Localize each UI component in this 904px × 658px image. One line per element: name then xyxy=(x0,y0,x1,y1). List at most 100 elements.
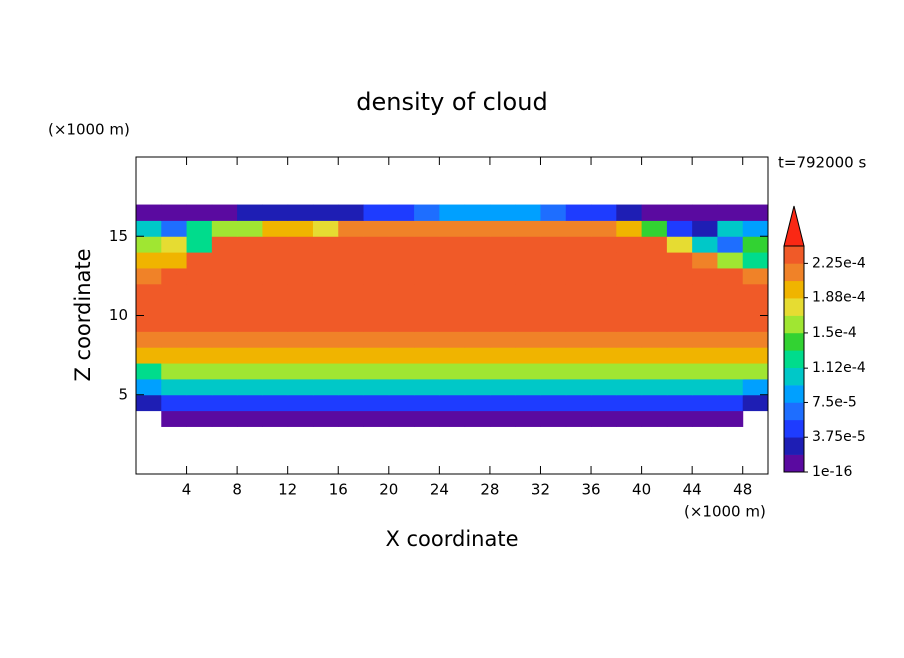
contour-cell xyxy=(439,394,466,412)
colorbar-tick-label: 2.25e-4 xyxy=(812,255,866,271)
contour-cell xyxy=(186,283,213,301)
x-tick-label: 36 xyxy=(581,481,600,499)
contour-cell xyxy=(312,283,339,301)
contour-cell xyxy=(515,394,541,412)
contour-cell xyxy=(540,204,567,221)
contour-cell xyxy=(211,220,238,237)
contour-cell xyxy=(414,315,440,332)
contour-cell xyxy=(692,410,718,427)
contour-cell xyxy=(388,394,415,412)
contour-cell xyxy=(464,252,491,269)
contour-cell xyxy=(540,331,567,348)
contour-cell xyxy=(312,236,339,253)
contour-cell xyxy=(161,283,188,301)
contour-cell xyxy=(186,267,213,285)
contour-cell xyxy=(363,410,390,427)
contour-cell xyxy=(515,331,541,348)
contour-cell xyxy=(363,283,390,301)
colorbar-extend xyxy=(783,205,805,247)
contour-cell xyxy=(211,252,238,269)
contour-cell xyxy=(161,220,188,237)
contour-cell xyxy=(388,220,415,237)
contour-cell xyxy=(312,378,339,396)
contour-cell xyxy=(363,347,390,364)
contour-cell xyxy=(565,378,592,396)
contour-cell xyxy=(692,331,718,348)
contour-cell xyxy=(717,363,744,380)
contour-cell xyxy=(565,394,592,412)
contour-cell xyxy=(136,220,162,237)
y-tick-label: 15 xyxy=(109,227,128,245)
contour-cell xyxy=(211,410,238,427)
contour-cell xyxy=(666,299,693,316)
contour-cell xyxy=(591,299,617,316)
contour-cell xyxy=(666,204,693,221)
contour-cell xyxy=(186,378,213,396)
contour-cell xyxy=(565,267,592,285)
contour-cell xyxy=(363,236,390,253)
contour-cell xyxy=(312,204,339,221)
contour-cell xyxy=(616,204,643,221)
contour-cell xyxy=(186,252,213,269)
contour-cell xyxy=(388,204,415,221)
contour-cell xyxy=(540,394,567,412)
contour-cell xyxy=(363,267,390,285)
contour-cell xyxy=(211,299,238,316)
contour-cell xyxy=(439,267,466,285)
contour-cell xyxy=(717,315,744,332)
contour-cell xyxy=(692,267,718,285)
contour-cell xyxy=(237,363,263,380)
contour-cell xyxy=(237,299,263,316)
contour-cell xyxy=(540,347,567,364)
contour-cell xyxy=(489,315,516,332)
contour-cell xyxy=(692,204,718,221)
contour-cell xyxy=(616,363,643,380)
contour-cell xyxy=(414,252,440,269)
contour-cell xyxy=(363,220,390,237)
contour-cell xyxy=(388,267,415,285)
x-tick-label: 44 xyxy=(683,481,702,499)
chart-title: density of cloud xyxy=(356,88,547,116)
y-unit: (×1000 m) xyxy=(48,121,130,139)
contour-cell xyxy=(237,347,263,364)
contour-cell xyxy=(262,394,289,412)
contour-cell xyxy=(211,267,238,285)
x-tick-label: 12 xyxy=(278,481,297,499)
x-unit: (×1000 m) xyxy=(684,503,766,521)
contour-cell xyxy=(287,410,314,427)
contour-cell xyxy=(717,267,744,285)
contour-cell xyxy=(692,299,718,316)
contour-cell xyxy=(262,283,289,301)
colorbar-tick-label: 1.88e-4 xyxy=(812,290,866,306)
x-tick-label: 40 xyxy=(632,481,651,499)
contour-cell xyxy=(717,410,744,427)
contour-cell xyxy=(186,363,213,380)
contour-cell xyxy=(161,378,188,396)
contour-cell xyxy=(641,236,668,253)
contour-cell xyxy=(692,378,718,396)
contour-cell xyxy=(464,283,491,301)
contour-cell xyxy=(489,378,516,396)
contour-cell xyxy=(591,315,617,332)
contour-cell xyxy=(717,394,744,412)
contour-cell xyxy=(363,363,390,380)
contour-cell xyxy=(464,315,491,332)
contour-cell xyxy=(717,236,744,253)
contour-cell xyxy=(388,363,415,380)
contour-cell xyxy=(287,315,314,332)
contour-cell xyxy=(136,331,162,348)
contour-cell xyxy=(312,252,339,269)
contour-cell xyxy=(312,410,339,427)
contour-cell xyxy=(742,204,769,221)
contour-cell xyxy=(388,331,415,348)
contour-cell xyxy=(414,236,440,253)
contour-cell xyxy=(287,267,314,285)
contour-cell xyxy=(262,220,289,237)
contour-cell xyxy=(211,283,238,301)
contour-cell xyxy=(616,347,643,364)
contour-cell xyxy=(363,204,390,221)
contour-cell xyxy=(439,299,466,316)
colorbar-band xyxy=(784,437,804,455)
